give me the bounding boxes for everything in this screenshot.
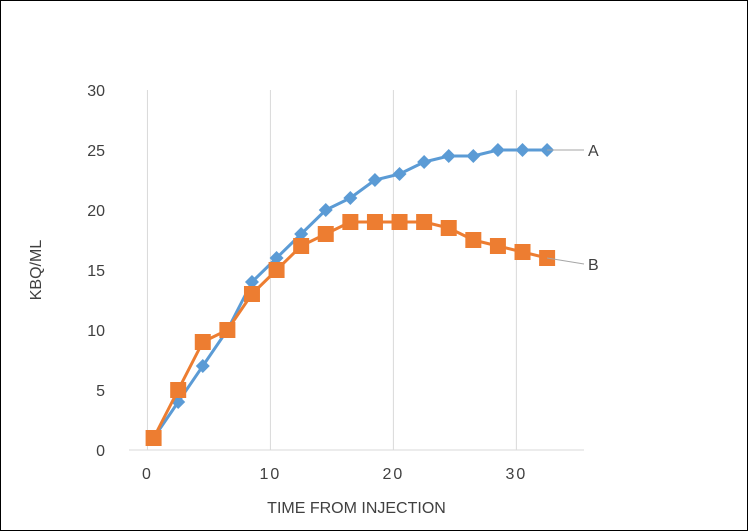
series-A: A [146, 143, 599, 445]
data-point [416, 214, 433, 230]
x-axis-title: TIME FROM INJECTION [267, 500, 446, 517]
y-tick-label: 0 [96, 443, 105, 460]
data-point [294, 227, 309, 241]
data-point [515, 143, 530, 157]
data-point [367, 173, 382, 187]
y-tick-label: 5 [96, 383, 105, 400]
gridlines [146, 90, 517, 450]
y-tick-label: 30 [87, 83, 105, 100]
x-tick-label: 10 [260, 466, 282, 483]
y-tick-label: 20 [87, 203, 105, 220]
series-line-B [152, 220, 548, 439]
y-tick-label: 15 [87, 263, 105, 280]
data-point [440, 220, 457, 236]
data-point [441, 149, 456, 163]
data-point [417, 155, 432, 169]
data-point [342, 214, 359, 230]
y-axis-ticks: 0 5 10 15 20 25 30 [87, 83, 105, 460]
data-point [318, 203, 333, 217]
data-point [243, 286, 260, 302]
x-tick-label: 0 [142, 466, 153, 483]
series-B: B [145, 214, 599, 446]
y-tick-label: 25 [87, 143, 105, 160]
data-point [490, 143, 505, 157]
data-point [170, 382, 187, 398]
data-point [268, 262, 285, 278]
series-layer: AB [145, 143, 599, 446]
y-axis-title: KBQ/ML [28, 240, 45, 301]
x-tick-label: 20 [382, 466, 404, 483]
series-label-leader [547, 257, 585, 265]
data-point [514, 244, 531, 260]
series-label-B: B [588, 257, 599, 274]
data-point [145, 430, 162, 446]
data-point [317, 226, 334, 242]
data-point [244, 275, 259, 289]
data-point [293, 238, 310, 254]
data-point [466, 149, 481, 163]
x-axis-ticks: 0 10 20 30 [142, 466, 527, 483]
data-point [392, 167, 407, 181]
data-point [195, 359, 210, 373]
data-point [269, 251, 284, 265]
x-tick-label: 30 [505, 466, 527, 483]
y-tick-label: 10 [87, 323, 105, 340]
data-point [194, 334, 211, 350]
data-point [219, 322, 236, 338]
series-label-A: A [588, 143, 599, 160]
data-point [343, 191, 358, 205]
data-point [489, 238, 506, 254]
data-point [366, 214, 383, 230]
data-point [391, 214, 408, 230]
data-point [465, 232, 482, 248]
